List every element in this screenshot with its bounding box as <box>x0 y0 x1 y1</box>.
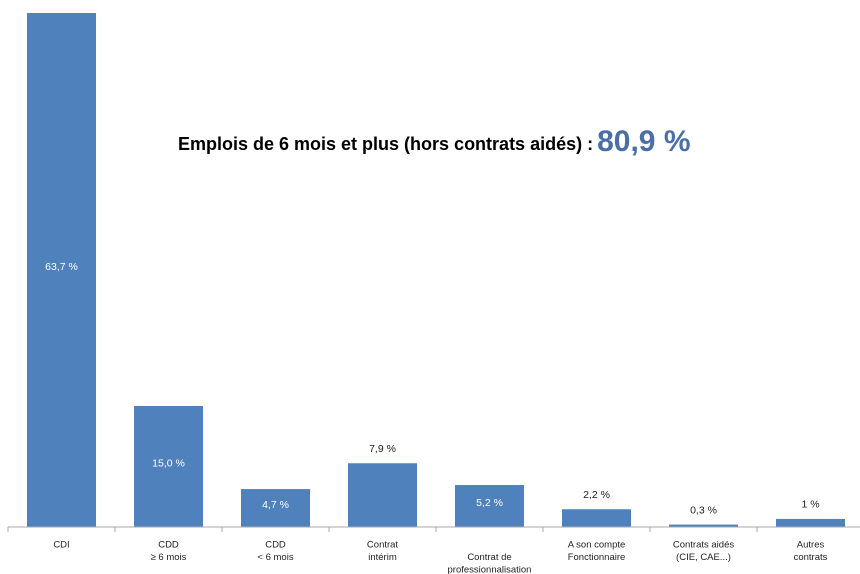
bar <box>776 518 845 527</box>
bar <box>348 463 417 527</box>
value-label: 63,7 % <box>45 261 78 273</box>
bar <box>241 489 310 527</box>
x-tick-label: Contrats aidés <box>673 540 735 551</box>
x-tick-label: (CIE, CAE...) <box>676 552 731 563</box>
value-label: 7,9 % <box>369 443 396 455</box>
x-tick-label: professionnalisation <box>448 565 532 574</box>
bar <box>134 405 203 527</box>
x-tick-label: A son compte <box>568 540 626 551</box>
value-label: 0,3 % <box>690 504 717 516</box>
x-tick-label: Fonctionnaire <box>568 552 626 563</box>
annotation-text: Emplois de 6 mois et plus (hors contrats… <box>178 134 593 154</box>
value-label: 1 % <box>801 499 819 511</box>
x-tick-label: intérim <box>368 552 397 563</box>
x-tick-label: contrats <box>794 552 828 563</box>
bar <box>27 13 96 527</box>
x-tick-label: Contrat <box>367 540 399 551</box>
annotation-highlight: 80,9 % <box>597 125 690 158</box>
x-tick-label: CDD <box>265 540 286 551</box>
value-label: 5,2 % <box>476 497 503 509</box>
value-label: 2,2 % <box>583 489 610 501</box>
x-tick-label: ≥ 6 mois <box>151 552 187 563</box>
bar <box>669 524 738 527</box>
bar <box>562 509 631 527</box>
x-tick-label: < 6 mois <box>257 552 293 563</box>
x-tick-label: Autres <box>797 540 825 551</box>
x-tick-label: Contrat de <box>467 552 511 563</box>
x-tick-label: CDD <box>158 540 179 551</box>
x-tick-label: CDI <box>53 540 69 551</box>
value-label: 15,0 % <box>152 457 185 469</box>
value-label: 4,7 % <box>262 499 289 511</box>
annotation: Emplois de 6 mois et plus (hors contrats… <box>178 125 691 158</box>
bar <box>455 485 524 527</box>
